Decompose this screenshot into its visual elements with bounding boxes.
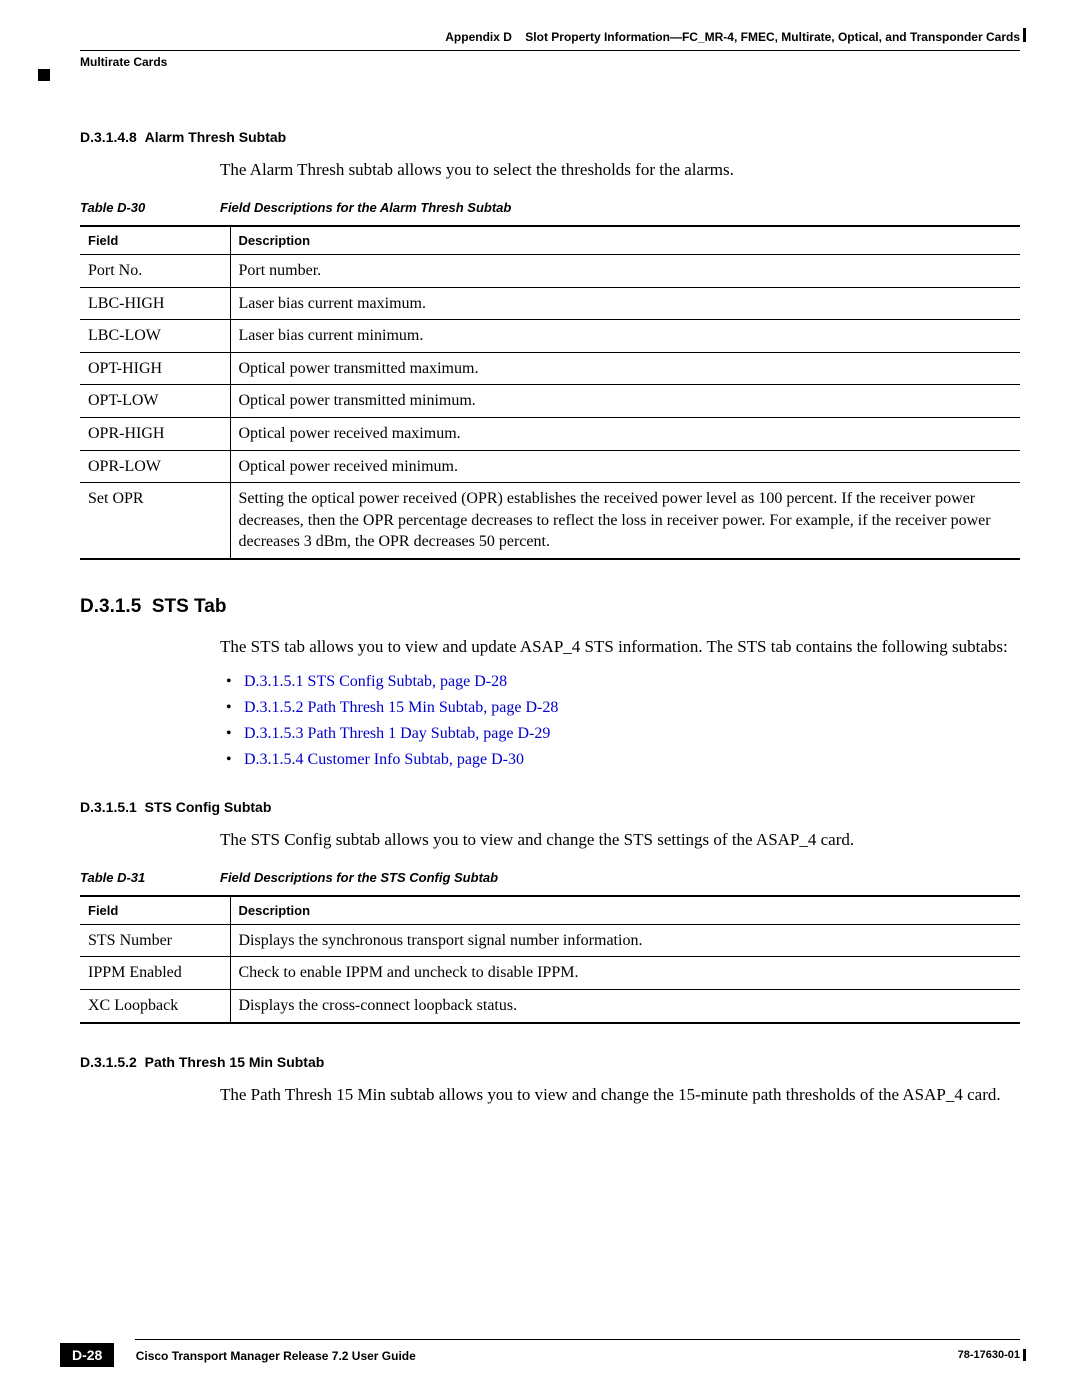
page-number: D-28 <box>60 1343 114 1367</box>
table-row: Set OPRSetting the optical power receive… <box>80 483 1020 559</box>
intro-path-15min: The Path Thresh 15 Min subtab allows you… <box>220 1084 1020 1107</box>
header-right: Appendix D Slot Property Information—FC_… <box>445 30 1020 44</box>
list-item: D.3.1.5.2 Path Thresh 15 Min Subtab, pag… <box>244 699 1020 717</box>
list-item: D.3.1.5.4 Customer Info Subtab, page D-3… <box>244 751 1020 769</box>
link-path-15min[interactable]: D.3.1.5.2 Path Thresh 15 Min Subtab, pag… <box>244 699 558 716</box>
header-row: Appendix D Slot Property Information—FC_… <box>80 30 1020 44</box>
footer-left: D-28 Cisco Transport Manager Release 7.2… <box>60 1343 416 1367</box>
header-title: Slot Property Information—FC_MR-4, FMEC,… <box>525 30 1020 44</box>
list-item: D.3.1.5.1 STS Config Subtab, page D-28 <box>244 673 1020 691</box>
subtab-links: D.3.1.5.1 STS Config Subtab, page D-28 D… <box>220 673 1020 769</box>
intro-sts-tab: The STS tab allows you to view and updat… <box>220 636 1020 659</box>
header-line <box>80 50 1020 51</box>
table-row: LBC-LOWLaser bias current minimum. <box>80 320 1020 353</box>
link-path-1day[interactable]: D.3.1.5.3 Path Thresh 1 Day Subtab, page… <box>244 725 550 742</box>
table-d30: Field Description Port No.Port number. L… <box>80 225 1020 560</box>
header-appendix: Appendix D <box>445 30 512 44</box>
table-d30-caption: Table D-30Field Descriptions for the Ala… <box>80 200 1020 215</box>
list-item: D.3.1.5.3 Path Thresh 1 Day Subtab, page… <box>244 725 1020 743</box>
content: D.3.1.4.8 Alarm Thresh Subtab The Alarm … <box>80 129 1020 1106</box>
footer-row: D-28 Cisco Transport Manager Release 7.2… <box>60 1343 1020 1367</box>
header-marker-icon <box>38 69 50 81</box>
header-section: Multirate Cards <box>80 55 1020 69</box>
table-row: IPPM EnabledCheck to enable IPPM and unc… <box>80 957 1020 990</box>
table-header-row: Field Description <box>80 896 1020 925</box>
col-description: Description <box>230 896 1020 925</box>
heading-sts-config: D.3.1.5.1 STS Config Subtab <box>80 799 1020 815</box>
table-row: OPT-HIGHOptical power transmitted maximu… <box>80 352 1020 385</box>
col-field: Field <box>80 226 230 255</box>
footer: D-28 Cisco Transport Manager Release 7.2… <box>60 1339 1020 1367</box>
table-row: OPR-LOWOptical power received minimum. <box>80 450 1020 483</box>
intro-sts-config: The STS Config subtab allows you to view… <box>220 829 1020 852</box>
heading-alarm-thresh: D.3.1.4.8 Alarm Thresh Subtab <box>80 129 1020 145</box>
table-d31-caption: Table D-31Field Descriptions for the STS… <box>80 870 1020 885</box>
table-header-row: Field Description <box>80 226 1020 255</box>
heading-sts-tab: D.3.1.5 STS Tab <box>80 596 1020 618</box>
col-description: Description <box>230 226 1020 255</box>
heading-path-15min: D.3.1.5.2 Path Thresh 15 Min Subtab <box>80 1054 1020 1070</box>
link-sts-config[interactable]: D.3.1.5.1 STS Config Subtab, page D-28 <box>244 673 507 690</box>
table-row: LBC-HIGHLaser bias current maximum. <box>80 287 1020 320</box>
intro-alarm-thresh: The Alarm Thresh subtab allows you to se… <box>220 159 1020 182</box>
table-row: STS NumberDisplays the synchronous trans… <box>80 924 1020 957</box>
link-customer-info[interactable]: D.3.1.5.4 Customer Info Subtab, page D-3… <box>244 751 524 768</box>
page: Appendix D Slot Property Information—FC_… <box>0 0 1080 1397</box>
footer-line <box>135 1339 1020 1340</box>
table-row: Port No.Port number. <box>80 254 1020 287</box>
footer-docnum: 78-17630-01 <box>958 1349 1020 1361</box>
col-field: Field <box>80 896 230 925</box>
table-row: OPT-LOWOptical power transmitted minimum… <box>80 385 1020 418</box>
table-row: OPR-HIGHOptical power received maximum. <box>80 417 1020 450</box>
footer-title: Cisco Transport Manager Release 7.2 User… <box>136 1349 416 1363</box>
table-row: XC LoopbackDisplays the cross-connect lo… <box>80 989 1020 1022</box>
table-d31: Field Description STS NumberDisplays the… <box>80 895 1020 1024</box>
